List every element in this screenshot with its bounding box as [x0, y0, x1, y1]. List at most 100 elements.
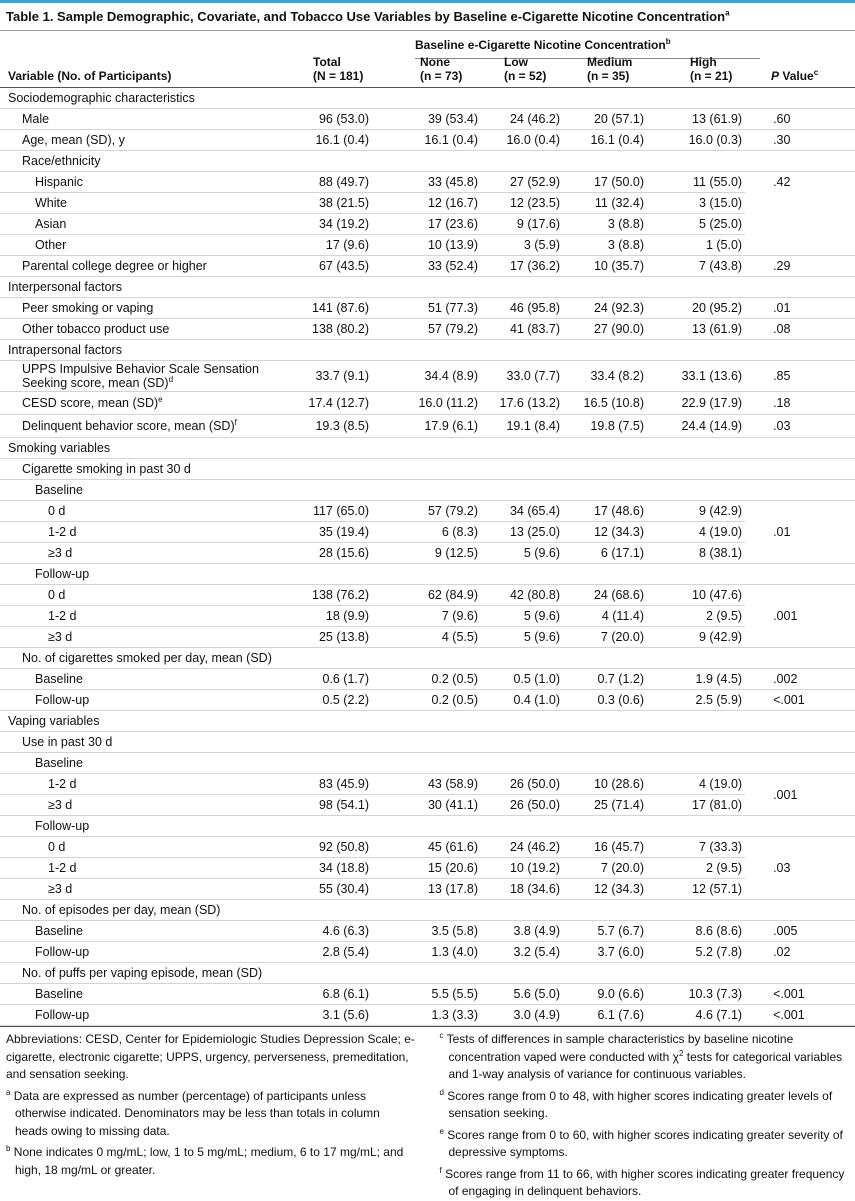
cell-value: 98 (54.1): [300, 794, 372, 816]
cell-value: 12 (34.3): [562, 878, 647, 900]
title-footnote-mark: a: [725, 8, 730, 18]
cell-value: 28 (15.6): [300, 542, 372, 564]
p-value: [745, 899, 855, 921]
cell-value: 0.4 (1.0): [482, 689, 562, 711]
cell-value: 12 (16.7): [372, 192, 482, 214]
row-label: Use in past 30 d: [0, 731, 746, 753]
cell-value: 1.3 (4.0): [372, 941, 482, 963]
row-label: Follow-up: [0, 1004, 300, 1026]
table-row: Other tobacco product use 138 (80.2) 57 (7…: [0, 318, 855, 340]
cell-value: 3.7 (6.0): [562, 941, 647, 963]
table-row: Follow-up 3.1 (5.6) 1.3 (3.3) 3.0 (4.9) 6.1 …: [0, 1004, 855, 1026]
table-row: Use in past 30 d: [0, 731, 855, 753]
row-label-text: Interpersonal factors: [8, 280, 122, 294]
cell-value: 11 (32.4): [562, 192, 647, 214]
cell-value: 3 (8.8): [562, 213, 647, 235]
row-label: ≥3 d: [0, 878, 300, 900]
cell-value: 8.6 (8.6): [647, 920, 746, 942]
row-label-text: 1-2 d: [48, 609, 77, 623]
cell-value: 2 (9.5): [647, 857, 746, 879]
cell-value: 13 (61.9): [647, 108, 746, 130]
cell-value: 16.0 (0.3): [647, 129, 746, 151]
row-label: Male: [0, 108, 300, 130]
row-label-text: Follow-up: [35, 567, 90, 581]
table-row: Vaping variables: [0, 710, 855, 732]
row-label: 1-2 d: [0, 857, 300, 879]
cell-value: 24 (92.3): [562, 297, 647, 319]
row-label-text: Sociodemographic characteristics: [8, 91, 195, 105]
row-label: CESD score, mean (SD)e: [0, 391, 300, 415]
table-row: Delinquent behavior score, mean (SD)f 19.…: [0, 414, 855, 438]
cell-value: 7 (43.8): [647, 255, 746, 277]
p-value: .005: [745, 920, 855, 942]
p-value: .02: [745, 941, 855, 963]
cell-value: 39 (53.4): [372, 108, 482, 130]
cell-value: 26 (50.0): [482, 773, 562, 795]
cell-value: 96 (53.0): [300, 108, 372, 130]
cell-value: 33 (52.4): [372, 255, 482, 277]
cell-value: 16.0 (0.4): [482, 129, 562, 151]
table-row: No. of puffs per vaping episode, mean (S…: [0, 962, 855, 984]
cell-value: 55 (30.4): [300, 878, 372, 900]
cell-value: 33.7 (9.1): [300, 360, 372, 392]
cell-value: 33.4 (8.2): [562, 360, 647, 392]
row-label-text: Vaping variables: [8, 714, 100, 728]
row-label-text: Other tobacco product use: [22, 322, 170, 336]
column-header: Low: [504, 55, 528, 69]
p-value: [745, 276, 855, 298]
row-label-text: Other: [35, 238, 67, 252]
cell-value: 7 (9.6): [372, 605, 482, 627]
cell-value: 17.9 (6.1): [372, 414, 482, 438]
cell-value: 83 (45.9): [300, 773, 372, 795]
row-label-text: Baseline: [35, 987, 83, 1001]
cell-value: 0.2 (0.5): [372, 668, 482, 690]
cell-value: 18 (9.9): [300, 605, 372, 627]
row-label-text: White: [35, 196, 67, 210]
data-table: Sociodemographic characteristics Male 96 (…: [0, 88, 855, 1026]
table-row: 1-2 d 18 (9.9) 7 (9.6) 5 (9.6) 4 (11.4) 2 (9.…: [0, 605, 855, 627]
cell-value: 5.7 (6.7): [562, 920, 647, 942]
p-value: .60: [745, 108, 855, 130]
p-value: [745, 563, 855, 585]
row-label-text: Parental college degree or higher: [22, 259, 207, 273]
row-label: Asian: [0, 213, 300, 235]
row-label-text: ≥3 d: [48, 798, 73, 812]
p-value: .01: [745, 500, 855, 564]
cell-value: 24 (46.2): [482, 836, 562, 858]
p-value: [745, 647, 855, 669]
cell-value: 4 (19.0): [647, 773, 746, 795]
footnote: d Scores range from 0 to 48, with higher…: [440, 1088, 850, 1123]
cell-value: 34 (19.2): [300, 213, 372, 235]
row-label: Sociodemographic characteristics: [0, 88, 746, 109]
footnote-superscript: 2: [678, 1048, 684, 1058]
cell-value: 16.0 (11.2): [372, 391, 482, 415]
row-label: No. of episodes per day, mean (SD): [0, 899, 746, 921]
row-label-text: Baseline: [35, 924, 83, 938]
cell-value: 1.9 (4.5): [647, 668, 746, 690]
cell-value: 34 (65.4): [482, 500, 562, 522]
column-header: None: [420, 55, 450, 69]
p-value: .42: [745, 171, 855, 256]
cell-value: 3 (5.9): [482, 234, 562, 256]
cell-value: 0.3 (0.6): [562, 689, 647, 711]
table-row: Hispanic 88 (49.7) 33 (45.8) 27 (52.9) 17 (5…: [0, 171, 855, 256]
table-row: UPPS Impulsive Behavior Scale Sensation …: [0, 360, 855, 392]
p-value: [745, 88, 855, 109]
row-label: Follow-up: [0, 815, 746, 837]
cell-value: 10.3 (7.3): [647, 983, 746, 1005]
row-label: ≥3 d: [0, 542, 300, 564]
cell-value: 17 (81.0): [647, 794, 746, 816]
row-label-text: 1-2 d: [48, 861, 77, 875]
row-label-text: 1-2 d: [48, 777, 77, 791]
cell-value: 9 (12.5): [372, 542, 482, 564]
column-header: High: [690, 55, 717, 69]
row-label: Follow-up: [0, 941, 300, 963]
cell-value: 19.1 (8.4): [482, 414, 562, 438]
cell-value: 3.8 (4.9): [482, 920, 562, 942]
cell-value: 51 (77.3): [372, 297, 482, 319]
row-label: Delinquent behavior score, mean (SD)f: [0, 414, 300, 438]
cell-value: 7 (33.3): [647, 836, 746, 858]
row-label: Peer smoking or vaping: [0, 297, 300, 319]
p-value: [745, 752, 855, 774]
row-label: Other: [0, 234, 300, 256]
